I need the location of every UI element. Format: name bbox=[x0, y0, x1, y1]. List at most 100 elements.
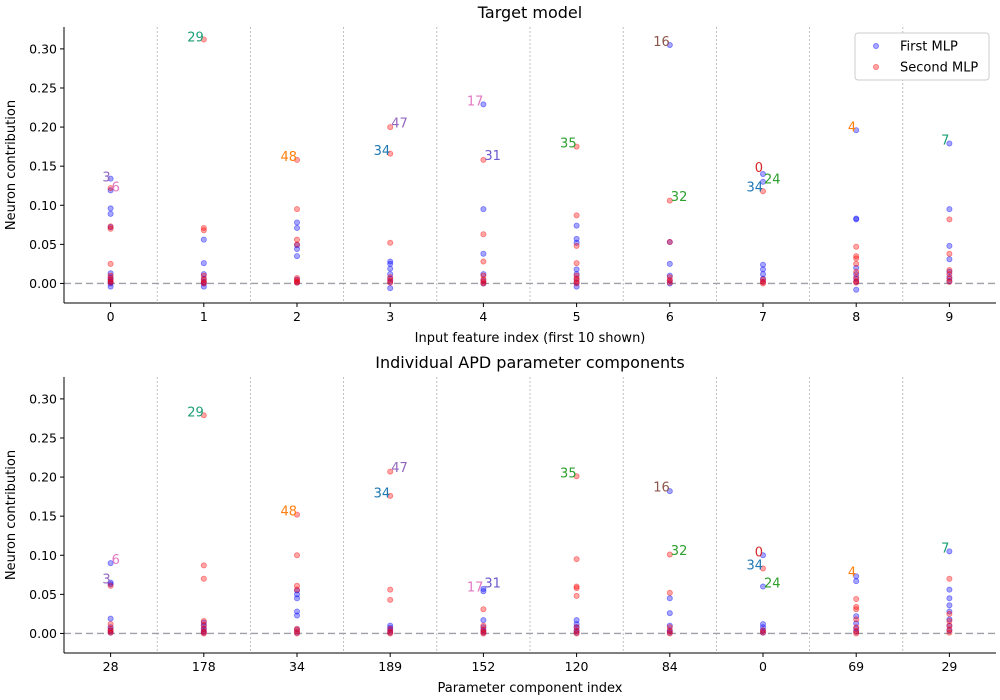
first-mlp-point bbox=[946, 602, 953, 609]
x-tick-label: 0 bbox=[107, 309, 115, 324]
first-mlp-point bbox=[946, 622, 953, 629]
neuron-annotation: 6 bbox=[112, 181, 120, 196]
x-axis-label: Input feature index (first 10 shown) bbox=[415, 331, 646, 346]
neuron-annotation: 0 bbox=[755, 545, 763, 560]
second-mlp-point bbox=[387, 628, 394, 635]
first-mlp-point bbox=[480, 277, 487, 284]
second-mlp-point bbox=[573, 585, 580, 592]
second-mlp-point bbox=[480, 258, 487, 265]
x-tick-label: 189 bbox=[378, 659, 402, 674]
second-mlp-point bbox=[480, 606, 487, 613]
neuron-annotation: 4 bbox=[848, 120, 856, 135]
second-mlp-point bbox=[387, 277, 394, 284]
second-mlp-point bbox=[200, 272, 207, 279]
first-mlp-point bbox=[853, 127, 860, 134]
y-tick-label: 0.15 bbox=[29, 509, 57, 524]
first-mlp-point bbox=[293, 587, 300, 594]
first-mlp-point bbox=[666, 260, 673, 267]
second-mlp-point bbox=[946, 622, 953, 629]
first-mlp-point bbox=[480, 101, 487, 108]
second-mlp-point bbox=[760, 188, 767, 195]
first-mlp-point bbox=[666, 277, 673, 284]
second-mlp-point bbox=[946, 267, 953, 274]
first-mlp-point bbox=[573, 624, 580, 631]
first-mlp-point bbox=[480, 624, 487, 631]
first-mlp-point bbox=[666, 41, 673, 48]
second-mlp-point bbox=[760, 276, 767, 283]
first-mlp-point bbox=[666, 610, 673, 617]
first-mlp-point bbox=[946, 206, 953, 213]
first-mlp-point bbox=[480, 588, 487, 595]
x-tick-label: 6 bbox=[666, 309, 674, 324]
second-mlp-point bbox=[760, 629, 767, 636]
first-mlp-point bbox=[387, 622, 394, 629]
second-mlp-point bbox=[666, 628, 673, 635]
second-mlp-point bbox=[293, 241, 300, 248]
x-tick-label: 120 bbox=[565, 659, 589, 674]
first-mlp-point bbox=[387, 265, 394, 272]
chart-title: Individual APD parameter components bbox=[375, 353, 684, 372]
second-mlp-point bbox=[573, 242, 580, 249]
first-mlp-point bbox=[946, 268, 953, 275]
first-mlp-point bbox=[760, 624, 767, 631]
second-mlp-point bbox=[107, 275, 114, 282]
second-mlp-point bbox=[946, 629, 953, 636]
y-tick-label: 0.15 bbox=[29, 159, 57, 174]
second-mlp-point bbox=[293, 630, 300, 637]
second-mlp-point bbox=[107, 628, 114, 635]
second-mlp-point bbox=[946, 250, 953, 257]
second-mlp-point bbox=[853, 243, 860, 250]
neuron-annotation: 3 bbox=[102, 170, 110, 185]
second-mlp-point bbox=[946, 617, 953, 624]
first-mlp-point bbox=[760, 583, 767, 590]
first-mlp-point bbox=[107, 280, 114, 287]
first-mlp-point bbox=[387, 258, 394, 265]
second-mlp-point bbox=[107, 629, 114, 636]
first-mlp-point bbox=[200, 625, 207, 632]
second-mlp-point bbox=[946, 216, 953, 223]
second-mlp-point bbox=[293, 156, 300, 163]
second-mlp-point bbox=[666, 279, 673, 286]
second-mlp-point bbox=[480, 626, 487, 633]
x-tick-label: 0 bbox=[759, 659, 767, 674]
second-mlp-point bbox=[200, 278, 207, 285]
first-mlp-point bbox=[107, 579, 114, 586]
top-panel-target-model: 0.000.050.100.150.200.250.300 1 2 3 4 5 6 7 8 9Ta… bbox=[4, 3, 996, 346]
second-mlp-point bbox=[666, 197, 673, 204]
first-mlp-point bbox=[760, 170, 767, 177]
second-mlp-point bbox=[573, 143, 580, 150]
second-mlp-point bbox=[573, 260, 580, 267]
first-mlp-point bbox=[853, 620, 860, 627]
first-mlp-point bbox=[107, 276, 114, 283]
second-mlp-point bbox=[107, 185, 114, 192]
second-mlp-point bbox=[293, 586, 300, 593]
second-mlp-point bbox=[293, 236, 300, 243]
y-tick-label: 0.10 bbox=[29, 198, 57, 213]
second-mlp-point bbox=[666, 277, 673, 284]
neuron-annotation: 17 bbox=[467, 581, 484, 596]
neuron-annotation: 3 bbox=[102, 573, 110, 588]
first-mlp-point bbox=[946, 595, 953, 602]
second-mlp-point bbox=[200, 617, 207, 624]
second-mlp-point bbox=[387, 586, 394, 593]
neuron-annotation: 17 bbox=[467, 94, 484, 109]
second-mlp-point bbox=[946, 271, 953, 278]
second-mlp-point bbox=[200, 36, 207, 43]
first-mlp-point bbox=[480, 280, 487, 287]
neuron-annotation: 7 bbox=[941, 541, 949, 556]
first-mlp-point bbox=[853, 275, 860, 282]
first-mlp-point bbox=[480, 629, 487, 636]
first-mlp-point bbox=[200, 271, 207, 278]
x-tick-label: 3 bbox=[386, 309, 394, 324]
second-mlp-point bbox=[946, 278, 953, 285]
second-mlp-point bbox=[666, 239, 673, 246]
second-mlp-point bbox=[573, 275, 580, 282]
neuron-annotation: 31 bbox=[484, 149, 501, 164]
legend-label: First MLP bbox=[900, 40, 958, 55]
neuron-annotation: 16 bbox=[653, 480, 670, 495]
first-mlp-point bbox=[107, 175, 114, 182]
neuron-annotation: 48 bbox=[280, 505, 297, 520]
first-mlp-point bbox=[946, 548, 953, 555]
first-mlp-point bbox=[293, 219, 300, 226]
